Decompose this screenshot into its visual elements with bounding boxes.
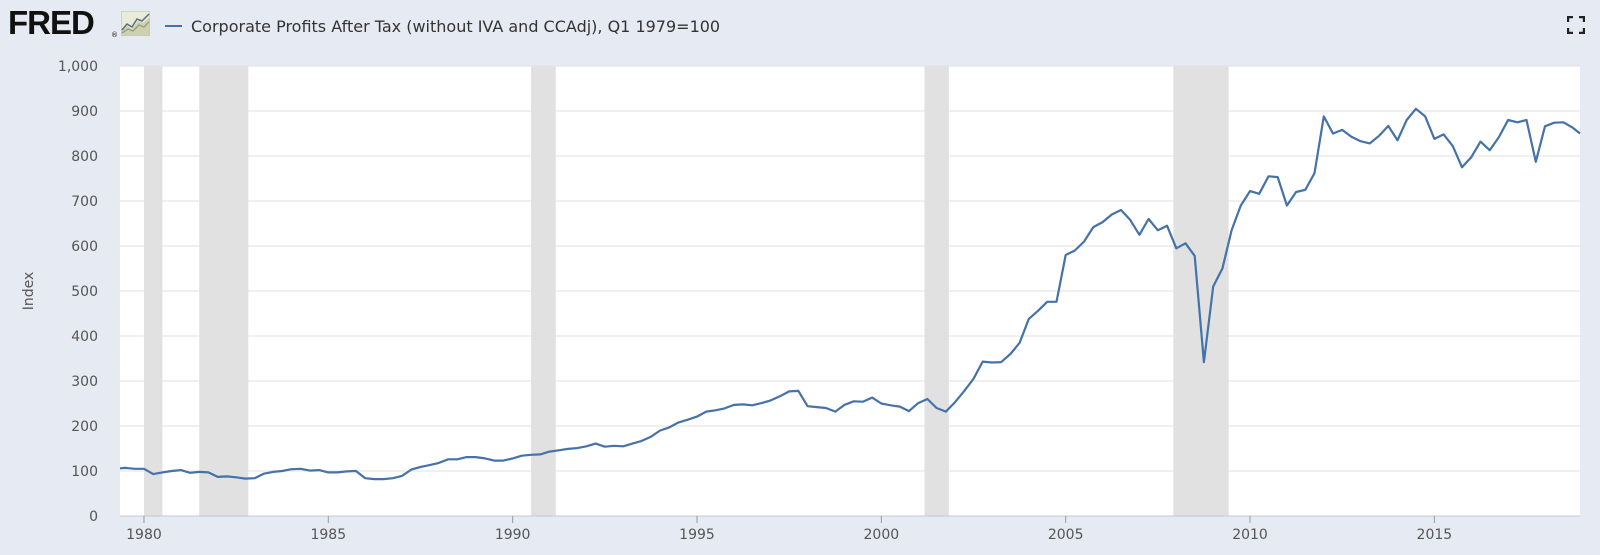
line-graph-icon xyxy=(121,11,150,36)
registered-mark: ® xyxy=(111,31,118,39)
legend-swatch xyxy=(165,25,182,27)
y-tick-label: 0 xyxy=(89,509,98,525)
x-tick-label: 1990 xyxy=(495,527,531,543)
x-tick-label: 1980 xyxy=(126,527,162,543)
fullscreen-icon[interactable] xyxy=(1567,16,1585,34)
series-group xyxy=(119,107,1581,481)
y-tick-label: 100 xyxy=(71,464,98,480)
y-tick-label: 1,000 xyxy=(58,59,98,75)
y-tick-label: 200 xyxy=(71,419,98,435)
x-tick-label: 2000 xyxy=(864,527,900,543)
x-tick-label: 2005 xyxy=(1048,527,1084,543)
axes: 0 100 200 300 400 500 600 700 800 900 1,000 1980 198… xyxy=(58,59,1580,543)
x-tick-label: 1995 xyxy=(679,527,715,543)
y-tick-label: 300 xyxy=(71,374,98,390)
series-line xyxy=(119,107,1581,481)
x-tick-label: 1985 xyxy=(310,527,346,543)
y-tick-label: 700 xyxy=(71,194,98,210)
y-axis-label: Index xyxy=(21,272,37,311)
y-tick-label: 600 xyxy=(71,239,98,255)
chart-title: Corporate Profits After Tax (without IVA… xyxy=(191,16,721,36)
x-tick-label: 2015 xyxy=(1417,527,1453,543)
y-tick-label: 500 xyxy=(71,284,98,300)
fred-logo[interactable]: FRED xyxy=(8,4,95,41)
chart-header: FRED ® Corporate Profits After Tax (with… xyxy=(0,0,1600,55)
grid-lines xyxy=(120,65,1580,472)
y-tick-label: 400 xyxy=(71,329,98,345)
x-tick-label: 2010 xyxy=(1232,527,1268,543)
y-tick-label: 900 xyxy=(71,104,98,120)
chart-legend: Corporate Profits After Tax (without IVA… xyxy=(165,16,720,36)
y-tick-label: 800 xyxy=(71,149,98,165)
